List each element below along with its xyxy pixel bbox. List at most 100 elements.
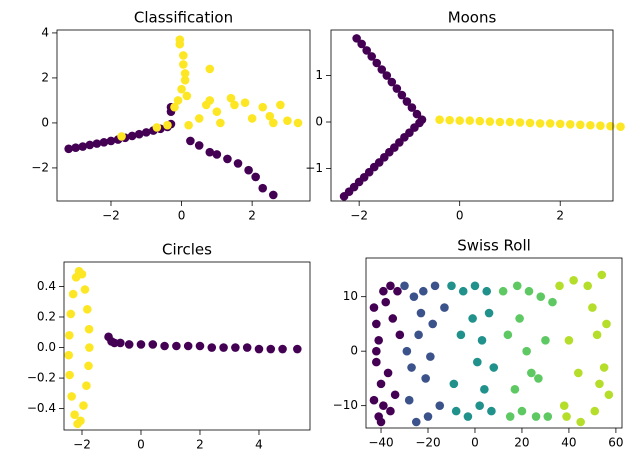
point (283, 116, 292, 125)
point (293, 118, 303, 128)
point (588, 303, 597, 312)
point (251, 172, 260, 182)
point (574, 368, 583, 378)
x-tick-label: 0 (456, 209, 464, 223)
point (416, 308, 426, 318)
point (99, 137, 109, 147)
point (127, 131, 137, 141)
point (85, 140, 95, 150)
point (559, 401, 569, 410)
point (475, 401, 484, 410)
x-tick-label: 2 (248, 209, 256, 223)
y-tick-label: 2 (41, 70, 49, 84)
y-tick-label: −10 (333, 398, 358, 412)
point (548, 297, 557, 307)
point (477, 335, 487, 345)
point (92, 139, 102, 148)
point (541, 335, 550, 345)
point (163, 120, 172, 130)
y-tick-label: −2 (31, 160, 49, 174)
point (503, 330, 513, 340)
point (258, 102, 268, 112)
point (426, 352, 435, 361)
point (194, 141, 204, 150)
point (606, 121, 615, 131)
point (456, 330, 466, 340)
point (83, 305, 92, 314)
point (194, 114, 204, 123)
x-tick-label: 40 (561, 436, 576, 450)
point (254, 344, 264, 354)
point (383, 368, 393, 378)
x-tick-label: 0 (137, 438, 145, 452)
point (179, 60, 188, 69)
point (485, 117, 495, 126)
point (205, 147, 215, 157)
point (463, 412, 473, 421)
subplot: −40 −20 0 20 40 60 −10 0 10 Swiss Roll (333, 237, 624, 450)
point (455, 116, 464, 125)
point (407, 363, 416, 372)
y-tick-label: 0 (41, 115, 49, 129)
subplot: −2 0 2 −1 0 1 Moons (305, 9, 625, 223)
point (392, 84, 402, 93)
point (369, 395, 379, 405)
x-tick-label: −2 (350, 209, 368, 223)
point (160, 341, 169, 351)
point (352, 34, 361, 43)
x-tick-label: 0 (471, 436, 479, 450)
point (124, 340, 134, 349)
point (487, 406, 496, 416)
point (377, 65, 387, 74)
point (372, 58, 382, 68)
point (387, 77, 397, 87)
point (498, 286, 508, 296)
point (186, 136, 195, 146)
point (357, 39, 366, 49)
point (576, 120, 585, 130)
point (475, 116, 485, 126)
point (372, 357, 381, 367)
point (182, 91, 192, 101)
point (535, 119, 545, 128)
x-tick-label: 2 (196, 438, 204, 452)
point (536, 292, 546, 301)
point (79, 401, 88, 410)
point (293, 344, 302, 354)
point (583, 281, 593, 291)
point (65, 331, 74, 340)
point (468, 314, 477, 323)
point (484, 308, 494, 318)
axes-frame (63, 261, 311, 431)
point (247, 114, 257, 123)
axes-frame (56, 29, 311, 202)
point (512, 281, 522, 291)
subplot-title: Swiss Roll (457, 237, 531, 255)
point (400, 281, 409, 291)
point (216, 118, 225, 128)
point (386, 406, 395, 416)
point (136, 340, 146, 349)
x-tick-label: 4 (255, 438, 263, 452)
point (266, 344, 276, 354)
x-tick-label: −2 (102, 209, 120, 223)
point (71, 272, 81, 282)
subplot-title: Classification (134, 9, 233, 27)
point (597, 270, 607, 280)
point (148, 340, 158, 349)
point (524, 286, 534, 296)
x-tick-label: 60 (608, 436, 623, 450)
point (510, 385, 520, 394)
point (173, 96, 183, 105)
x-tick-label: −2 (73, 438, 91, 452)
point (230, 100, 239, 110)
point (515, 118, 525, 127)
point (73, 419, 82, 429)
point (207, 343, 217, 352)
point (172, 341, 181, 351)
point (71, 143, 81, 152)
point (402, 346, 412, 356)
point (269, 118, 278, 128)
point (447, 281, 456, 291)
